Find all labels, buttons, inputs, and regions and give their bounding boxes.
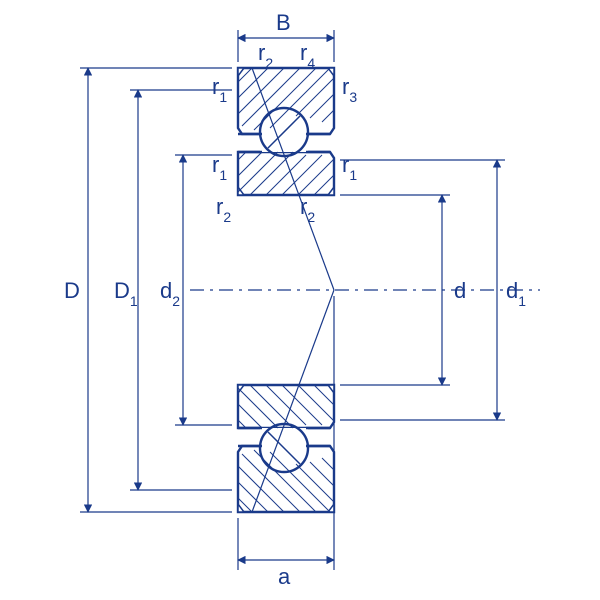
- label-r1-out-left: r1: [212, 74, 227, 105]
- bearing-bottom: [238, 385, 334, 512]
- label-d: d: [454, 278, 466, 303]
- label-r4-top-right: r4: [300, 40, 315, 71]
- label-D: D: [64, 278, 80, 303]
- labels-group: B D D1 d2 d d1 a r2 r4 r1 r3 r1 r1 r2 r2: [64, 10, 526, 589]
- label-r2-bot-right: r2: [300, 194, 315, 225]
- label-r1-in-right: r1: [342, 152, 357, 183]
- label-d2: d2: [160, 278, 180, 309]
- label-a: a: [278, 564, 291, 589]
- label-r1-in-left: r1: [212, 152, 227, 183]
- label-D1: D1: [114, 278, 138, 309]
- label-r2-top-left: r2: [258, 40, 273, 71]
- contact-angle-line: [252, 68, 334, 290]
- label-r3-out-right: r3: [342, 74, 357, 105]
- bearing-top: [238, 68, 334, 195]
- label-B: B: [276, 10, 291, 35]
- bearing-diagram: B D D1 d2 d d1 a r2 r4 r1 r3 r1 r1 r2 r2: [0, 0, 600, 600]
- label-d1: d1: [506, 278, 526, 309]
- contact-angle-line-mirror: [252, 290, 334, 512]
- label-r2-bot-left: r2: [216, 194, 231, 225]
